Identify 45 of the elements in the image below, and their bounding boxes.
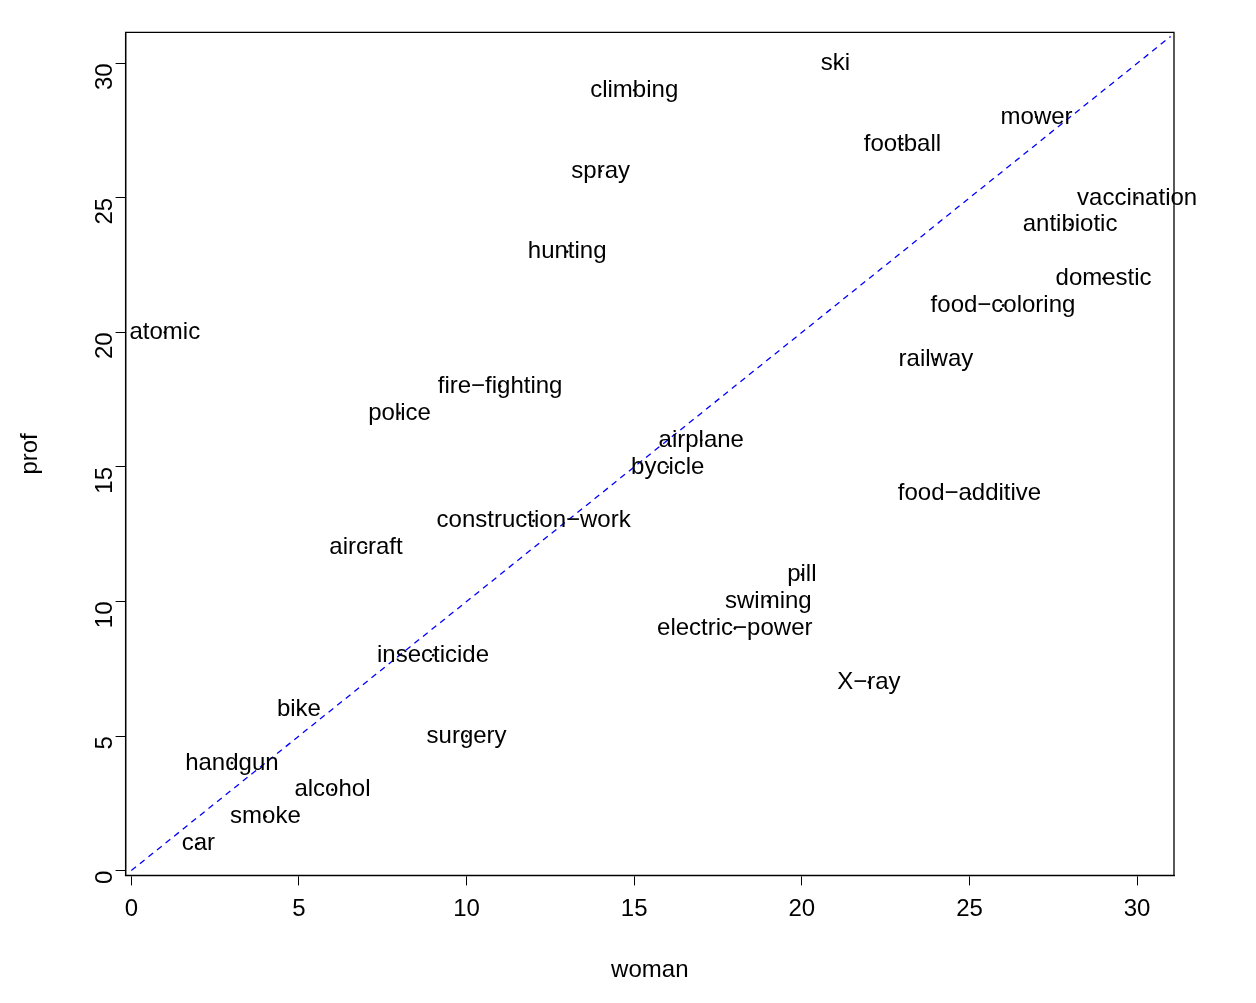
data-label: football: [863, 128, 942, 156]
data-label: bycicle: [631, 451, 705, 479]
data-label: police: [368, 397, 431, 425]
y-tick-label: 20: [90, 332, 118, 360]
y-tick-label: 5: [90, 736, 118, 750]
data-label: car: [181, 828, 216, 856]
data-label: fire−fighting: [437, 370, 563, 398]
data-label: X−ray: [837, 666, 901, 694]
data-label: food−coloring: [930, 290, 1076, 318]
data-label: smoke: [230, 801, 301, 829]
data-label: construction−work: [436, 505, 632, 533]
data-label: surgery: [426, 720, 507, 748]
y-tick-label: 15: [90, 466, 118, 494]
data-label: handgun: [185, 747, 279, 775]
data-label: mower: [1000, 101, 1073, 129]
data-label: alcohol: [294, 774, 371, 802]
data-label: airplane: [658, 424, 744, 452]
data-label: insecticide: [377, 639, 490, 667]
y-tick-label: 0: [90, 870, 118, 884]
data-label: hunting: [527, 236, 607, 264]
data-label: climbing: [590, 74, 679, 102]
x-tick-label: 15: [620, 894, 648, 922]
data-label: railway: [898, 343, 974, 371]
y-tick-label: 10: [90, 601, 118, 629]
x-tick-label: 30: [1123, 894, 1151, 922]
data-label: atomic: [129, 317, 201, 345]
data-label: ski: [820, 47, 851, 75]
y-tick-label: 25: [90, 197, 118, 225]
x-tick-label: 25: [956, 894, 983, 922]
data-label: swiming: [724, 586, 812, 614]
x-tick-label: 10: [453, 894, 480, 922]
x-tick-label: 5: [292, 894, 306, 922]
data-label: pill: [787, 559, 817, 587]
x-axis-title: woman: [610, 955, 689, 983]
data-label: electric−power: [657, 613, 813, 641]
x-tick-label: 20: [788, 894, 816, 922]
data-label: domestic: [1055, 263, 1152, 291]
data-label: food−additive: [897, 478, 1042, 506]
data-label: aircraft: [329, 532, 403, 560]
data-label: bike: [276, 693, 321, 721]
y-axis-title: prof: [15, 432, 43, 475]
x-tick-label: 0: [124, 894, 138, 922]
data-label: antibiotic: [1022, 209, 1118, 237]
y-tick-label: 30: [90, 63, 118, 91]
data-label: spray: [571, 155, 631, 183]
